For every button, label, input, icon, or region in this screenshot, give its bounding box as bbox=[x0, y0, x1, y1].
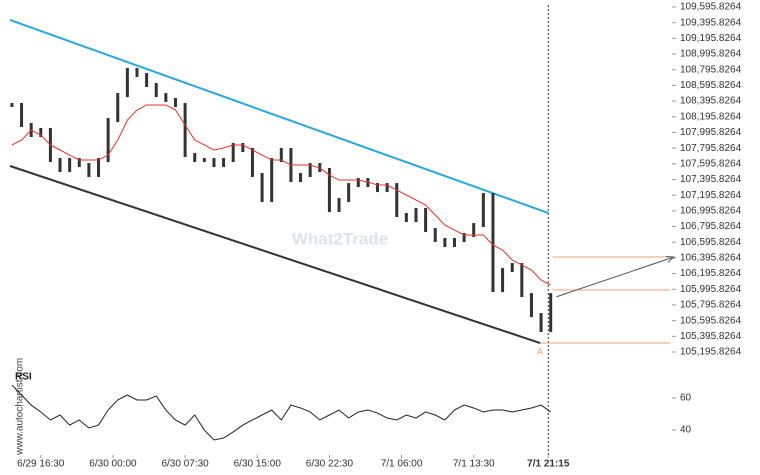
price-bar bbox=[116, 93, 120, 123]
price-bar bbox=[404, 213, 408, 223]
price-bar bbox=[135, 68, 139, 77]
y-tick-label: 109,195.8264 bbox=[680, 33, 742, 44]
rsi-line bbox=[11, 384, 551, 441]
x-tick-label: 6/30 00:00 bbox=[89, 459, 137, 470]
y-tick-label: 107,395.8264 bbox=[680, 174, 742, 185]
y-tick-label: 107,595.8264 bbox=[680, 158, 742, 169]
y-tick-label: 106,195.8264 bbox=[680, 268, 742, 279]
price-bar bbox=[164, 93, 168, 102]
y-tick-label: 105,995.8264 bbox=[680, 284, 742, 295]
arrow-head bbox=[665, 255, 676, 263]
y-tick-label: 106,795.8264 bbox=[680, 221, 742, 232]
price-bar bbox=[520, 263, 524, 298]
y-tick-label: 105,195.8264 bbox=[680, 347, 742, 358]
price-bar bbox=[106, 118, 110, 163]
channel-line bbox=[9, 19, 549, 214]
price-bar bbox=[481, 193, 485, 228]
price-bar bbox=[366, 178, 370, 188]
price-bar bbox=[97, 158, 101, 178]
price-bar bbox=[462, 232, 466, 243]
price-bar bbox=[87, 163, 91, 178]
price-bar bbox=[424, 207, 428, 233]
price-bar bbox=[308, 163, 312, 178]
price-bar bbox=[472, 223, 476, 237]
y-tick-label: 108,195.8264 bbox=[680, 111, 742, 122]
price-bar bbox=[327, 167, 331, 212]
y-tick-label: 107,795.8264 bbox=[680, 143, 742, 154]
price-bar bbox=[549, 293, 553, 333]
rsi-tick-label: 60 bbox=[680, 393, 692, 404]
channel-line bbox=[9, 165, 541, 344]
price-bar bbox=[443, 238, 447, 248]
price-bar bbox=[539, 313, 543, 333]
price-bar bbox=[154, 82, 158, 98]
forecast-arrow bbox=[556, 256, 674, 298]
y-tick-label: 106,395.8264 bbox=[680, 253, 742, 264]
source-label: www.autochartist.com bbox=[15, 358, 26, 456]
moving-average bbox=[11, 104, 551, 286]
y-tick-label: 109,395.8264 bbox=[680, 17, 742, 28]
price-bar bbox=[491, 193, 495, 293]
price-bar bbox=[173, 97, 177, 107]
price-bar bbox=[356, 178, 360, 188]
y-tick-label: 108,795.8264 bbox=[680, 64, 742, 75]
y-tick-label: 107,195.8264 bbox=[680, 190, 742, 201]
pattern-label: A bbox=[537, 346, 543, 356]
y-tick-label: 105,795.8264 bbox=[680, 300, 742, 311]
price-bar bbox=[385, 183, 389, 193]
price-bar bbox=[433, 228, 437, 243]
rsi-tick-label: 40 bbox=[680, 425, 692, 436]
y-tick-label: 106,595.8264 bbox=[680, 237, 742, 248]
x-tick-label: 6/30 15:00 bbox=[234, 459, 282, 470]
x-tick-label: 7/1 13:30 bbox=[453, 459, 495, 470]
price-bar bbox=[299, 173, 303, 183]
price-bar bbox=[395, 183, 399, 218]
price-bar bbox=[250, 147, 254, 178]
price-bar bbox=[510, 263, 514, 273]
y-tick-label: 108,395.8264 bbox=[680, 96, 742, 107]
price-bar bbox=[414, 207, 418, 223]
y-tick-label: 108,595.8264 bbox=[680, 80, 742, 91]
price-bar bbox=[529, 293, 533, 318]
price-bar bbox=[10, 102, 14, 107]
price-bar bbox=[347, 183, 351, 203]
x-tick-label: 7/1 06:00 bbox=[381, 459, 423, 470]
y-tick-label: 107,995.8264 bbox=[680, 127, 742, 138]
y-tick-label: 106,995.8264 bbox=[680, 205, 742, 216]
price-bar bbox=[501, 268, 505, 293]
watermark: What2Trade bbox=[292, 229, 388, 248]
x-tick-label: 6/29 16:30 bbox=[17, 459, 65, 470]
price-bar bbox=[202, 158, 206, 163]
price-bar bbox=[212, 158, 216, 168]
x-tick-label: 7/1 21:15 bbox=[527, 459, 570, 470]
price-bar bbox=[193, 153, 197, 163]
rsi-label: RSI bbox=[15, 372, 32, 383]
y-tick-label: 105,395.8264 bbox=[680, 331, 742, 342]
price-bar bbox=[68, 158, 72, 172]
y-tick-label: 108,995.8264 bbox=[680, 49, 742, 60]
x-tick-label: 6/30 22:30 bbox=[306, 459, 354, 470]
price-bar bbox=[58, 158, 62, 172]
y-tick-label: 105,595.8264 bbox=[680, 315, 742, 326]
price-bar bbox=[231, 142, 235, 163]
price-bar bbox=[39, 128, 43, 138]
price-bar bbox=[241, 142, 245, 152]
price-bar bbox=[279, 147, 283, 163]
price-bar bbox=[145, 72, 149, 87]
price-bar bbox=[452, 238, 456, 248]
price-bar bbox=[183, 102, 187, 158]
price-bar bbox=[222, 158, 226, 168]
y-tick-label: 109,595.8264 bbox=[680, 2, 742, 13]
price-bar bbox=[376, 183, 380, 193]
price-bar bbox=[20, 102, 24, 127]
x-tick-label: 6/30 07:30 bbox=[161, 459, 209, 470]
price-bar bbox=[125, 68, 129, 98]
price-bar bbox=[77, 158, 81, 168]
price-bar bbox=[260, 173, 264, 203]
price-bar bbox=[270, 158, 274, 203]
price-bar bbox=[337, 198, 341, 212]
